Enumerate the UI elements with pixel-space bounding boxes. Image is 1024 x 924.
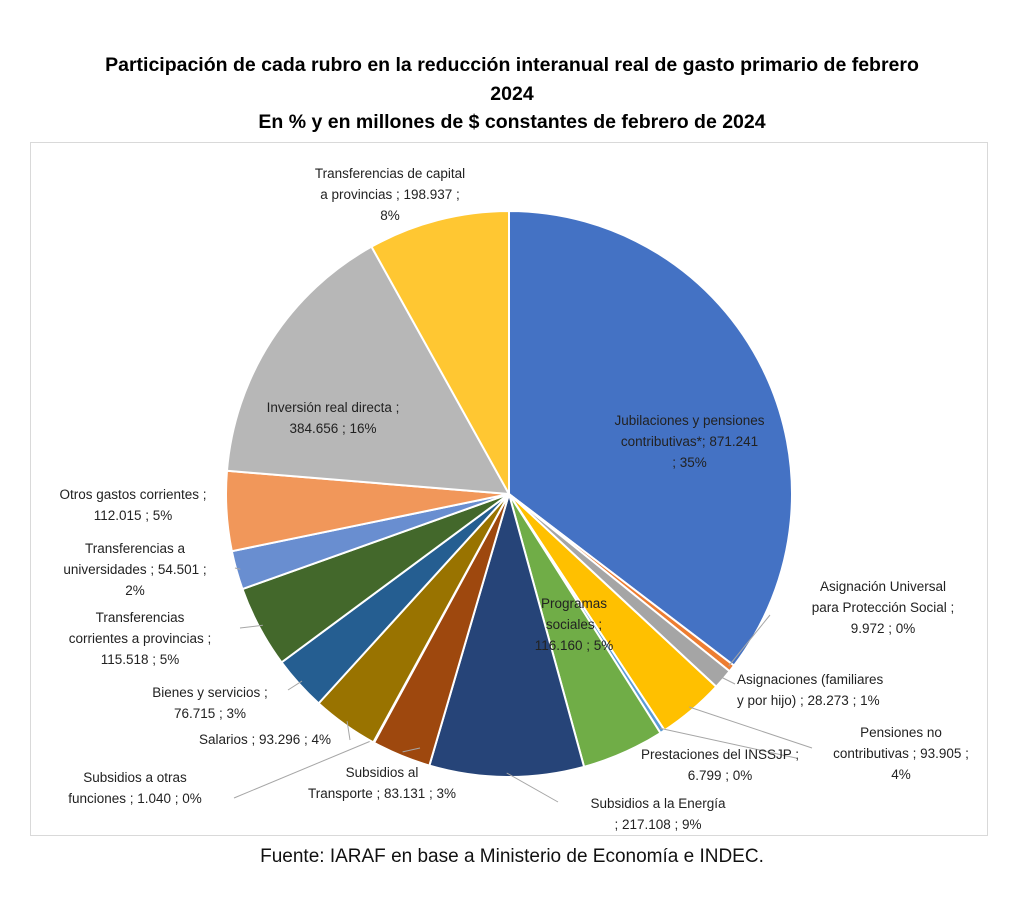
- slice-label-6: Programas sociales ; 116.160 ; 5%: [534, 596, 614, 653]
- leader-line-3: [719, 676, 736, 685]
- pie-slice-16: [370, 209, 510, 498]
- slice-label-3: Asignaciones (familiares y por hijo) ; 2…: [737, 672, 884, 708]
- leader-line-5: [660, 727, 797, 759]
- chart-subtitle: En % y en millones de $ constantes de fe…: [258, 111, 766, 133]
- leader-line-13: [234, 567, 241, 570]
- slice-label-8: Subsidios al Transporte ; 83.131 ; 3%: [307, 765, 457, 801]
- pie-slice-15: [225, 245, 511, 496]
- slice-label-14: Otros gastos corrientes ; 112.015 ; 5%: [59, 487, 207, 523]
- leader-line-11: [287, 680, 303, 691]
- slice-label-4: Pensiones no contributivas ; 93.905 ; 4%: [833, 725, 969, 782]
- chart-title-line1: Participación de cada rubro en la reducc…: [105, 54, 919, 76]
- slice-label-13: Transferencias a universidades ; 54.501 …: [63, 541, 207, 598]
- source-note: Fuente: IARAF en base a Ministerio de Ec…: [260, 846, 764, 867]
- leader-line-8: [402, 747, 421, 753]
- slice-label-12: Transferencias corrientes a provincias ;…: [68, 610, 212, 667]
- leader-line-9: [233, 738, 376, 799]
- slice-label-10: Salarios ; 93.296 ; 4%: [198, 732, 332, 747]
- pie-slice-1: [508, 209, 793, 668]
- slice-label-15: Inversión real directa ; 384.656 ; 16%: [266, 400, 400, 436]
- leader-line-4: [689, 706, 813, 749]
- leader-line-7: [506, 772, 559, 803]
- slice-label-2: Asignación Universal para Protección Soc…: [811, 579, 955, 636]
- slice-label-9: Subsidios a otras funciones ; 1.040 ; 0%: [68, 770, 202, 806]
- leader-line-10: [346, 721, 351, 741]
- slice-label-5: Prestaciones del INSSJP ; 6.799 ; 0%: [640, 747, 800, 783]
- pie-slice-7: [428, 490, 586, 778]
- slice-label-16: Transferencias de capital a provincias ;…: [314, 166, 466, 223]
- leader-line-12: [239, 624, 263, 629]
- slice-label-11: Bienes y servicios ; 76.715 ; 3%: [152, 685, 268, 721]
- slice-label-7: Subsidios a la Energía ; 217.108 ; 9%: [590, 796, 726, 832]
- leader-line-2: [728, 614, 771, 667]
- chart-frame: [30, 142, 988, 836]
- chart-title-line2: 2024: [490, 83, 534, 105]
- slice-label-1: Jubilaciones y pensiones contributivas*;…: [614, 413, 765, 470]
